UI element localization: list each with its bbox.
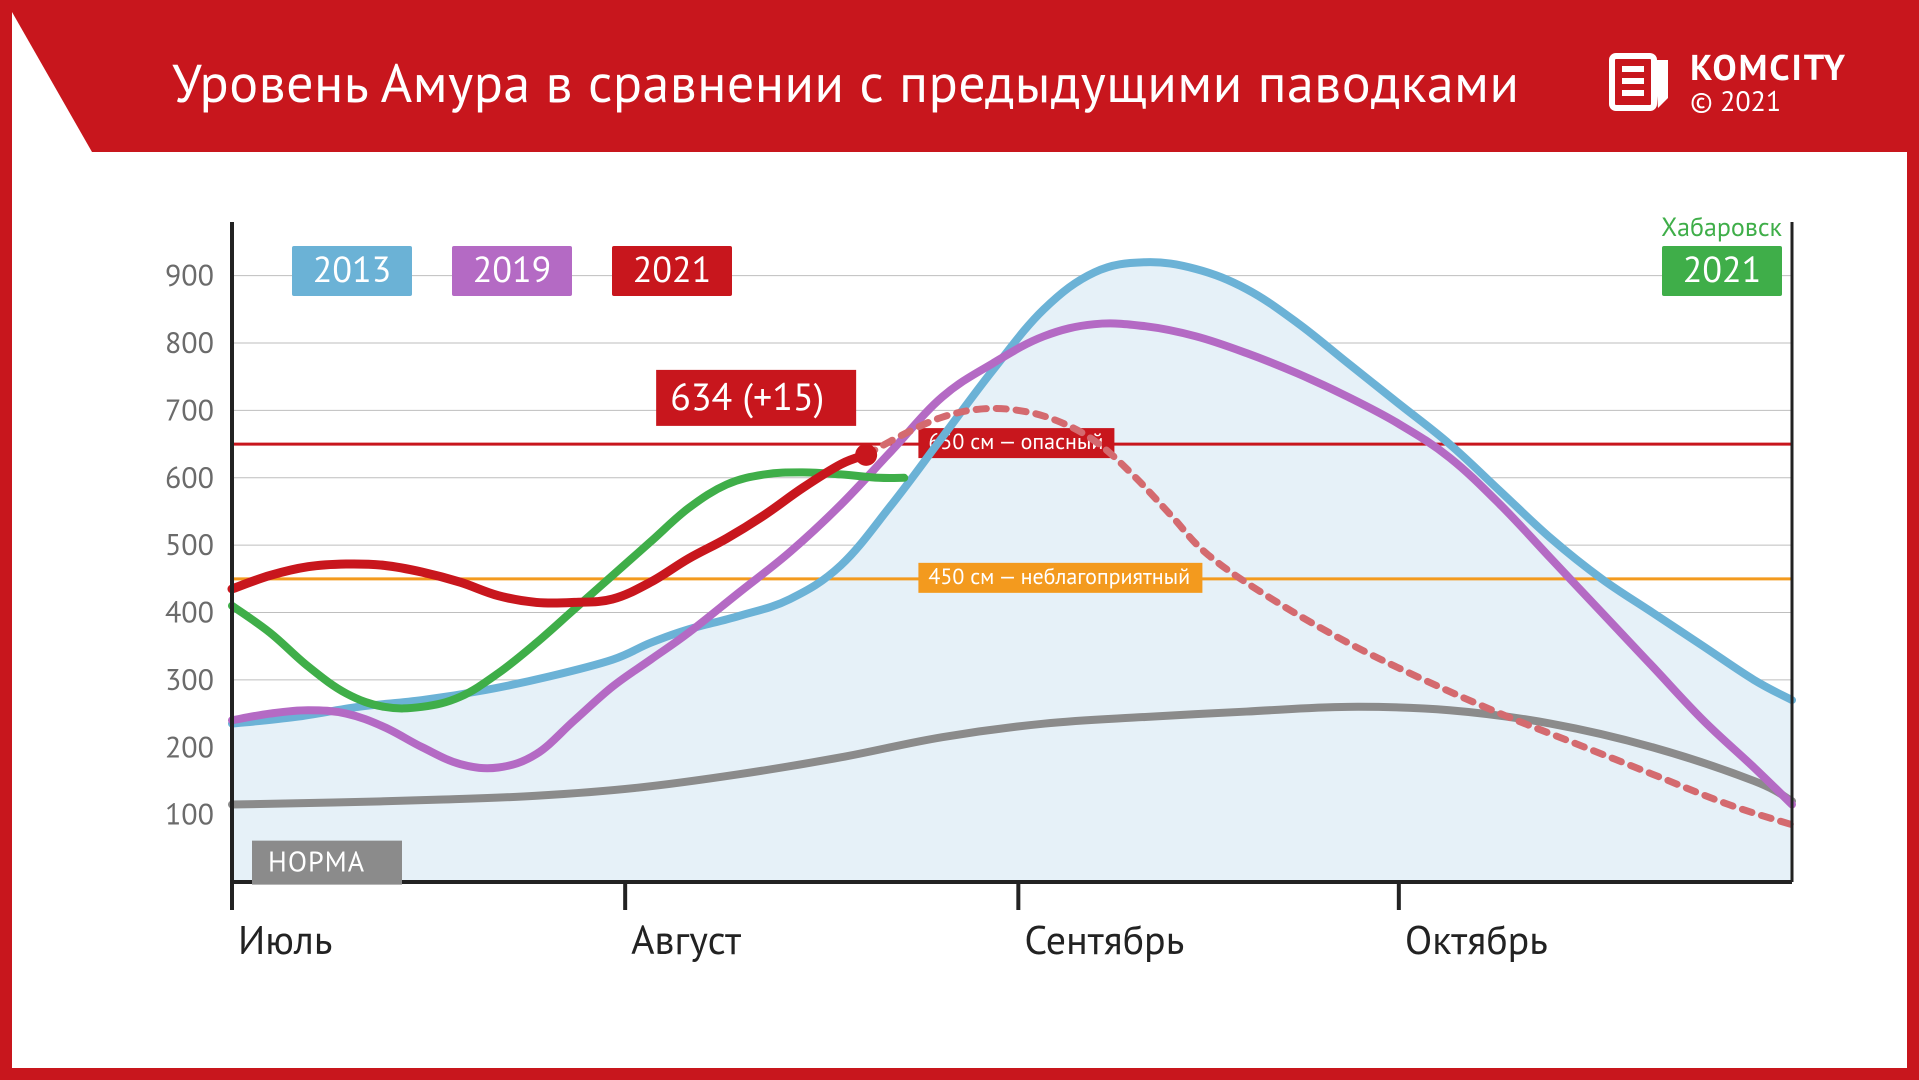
brand-copyright: © 2021 (1690, 86, 1847, 115)
y-tick-label: 500 (165, 525, 214, 564)
legend-label: 2013 (313, 245, 391, 292)
legend-khabarovsk-label: Хабаровск (1661, 212, 1782, 244)
month-label: Октябрь (1405, 914, 1548, 966)
y-tick-label: 700 (165, 390, 214, 429)
chart-svg: 100200300400500600700800900650 см — опас… (122, 212, 1822, 1032)
y-tick-label: 100 (165, 795, 214, 834)
y-tick-label: 800 (165, 323, 214, 362)
month-label: Июль (238, 914, 332, 966)
y-tick-label: 400 (165, 593, 214, 632)
y-tick-label: 900 (165, 256, 214, 295)
month-label: Август (631, 914, 741, 966)
legend-khab-year: 2021 (1683, 245, 1761, 292)
threshold-label: 450 см — неблагоприятный (928, 563, 1190, 591)
month-label: Сентябрь (1024, 914, 1184, 966)
infographic-frame: Уровень Амура в сравнении с предыдущими … (0, 0, 1919, 1080)
y-tick-label: 300 (165, 660, 214, 699)
chart-area: 100200300400500600700800900650 см — опас… (122, 212, 1822, 1032)
header-bar: Уровень Амура в сравнении с предыдущими … (12, 12, 1907, 152)
legend-label: 2021 (633, 245, 711, 292)
norm-label: НОРМА (268, 843, 365, 880)
chart-title: Уровень Амура в сравнении с предыдущими … (172, 47, 1520, 117)
legend-label: 2019 (473, 245, 551, 292)
brand-logo-icon (1608, 50, 1672, 114)
brand-name: KOMCITY (1690, 48, 1847, 86)
y-tick-label: 200 (165, 727, 214, 766)
brand-block: KOMCITY © 2021 (1608, 48, 1847, 115)
current-level-marker (855, 444, 877, 466)
y-tick-label: 600 (165, 458, 214, 497)
callout-text: 634 (+15) (670, 372, 824, 421)
brand-text: KOMCITY © 2021 (1690, 48, 1847, 115)
